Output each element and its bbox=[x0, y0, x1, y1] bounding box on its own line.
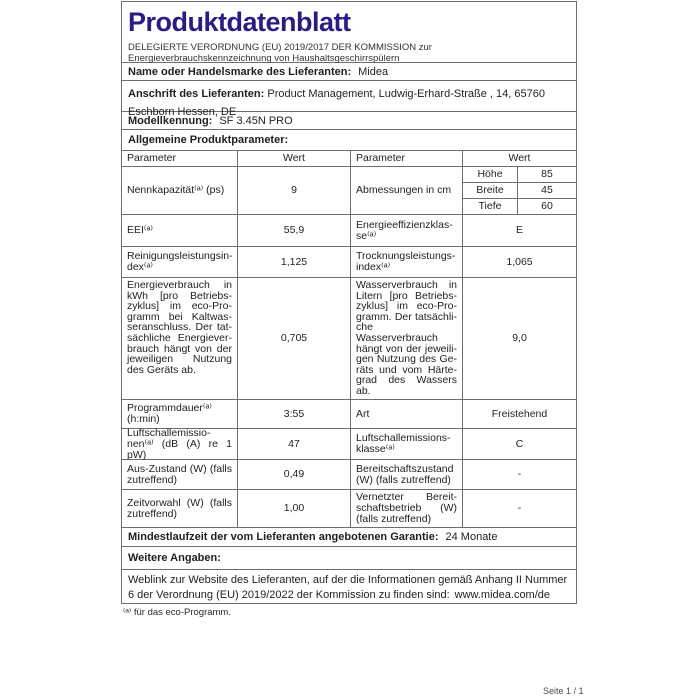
param-eei: EEI⁽ᵃ⁾ bbox=[127, 224, 153, 236]
dim-value-breite: 45 bbox=[517, 183, 576, 198]
value-aus-zustand: 0,49 bbox=[237, 460, 350, 489]
table-row-cleaning-drying-index: Reinigungsleistungsin­dex⁽ᵃ⁾ 1,125 Trock… bbox=[122, 247, 576, 278]
param-programmdauer: Programmdauer⁽ᵃ⁾ (h:min) bbox=[127, 402, 212, 425]
model-label: Modellkennung: bbox=[128, 114, 213, 127]
dimension-row-tiefe: Tiefe 60 bbox=[463, 199, 576, 214]
table-row-energy-water-consumption: Energieverbrauch in kWh [pro Betriebs­zy… bbox=[122, 278, 576, 400]
eco-program-footnote: ⁽ᵃ⁾ für das eco-Programm. bbox=[123, 607, 231, 618]
value-eei: 55,9 bbox=[237, 215, 350, 246]
param-reinigungsindex: Reinigungsleistungsin­dex⁽ᵃ⁾ bbox=[127, 250, 233, 273]
weblink-url: www.midea.com/de bbox=[454, 588, 551, 601]
param-trocknungsindex: Trocknungsleistungs­index⁽ᵃ⁾ bbox=[350, 247, 462, 277]
header-wert-2: Wert bbox=[462, 151, 576, 166]
model-row: Modellkennung: SF 3.45N PRO bbox=[122, 112, 576, 130]
value-energieverbrauch: 0,705 bbox=[237, 278, 350, 399]
more-info-heading: Weitere Angaben: bbox=[122, 547, 576, 570]
supplier-name-label: Name oder Handelsmarke des Lieferanten: bbox=[128, 65, 352, 78]
value-wasserverbrauch: 9,0 bbox=[462, 278, 576, 399]
param-art: Art bbox=[350, 400, 462, 428]
param-bereitschaftszustand: Bereitschaftszustand (W) (falls zutreffe… bbox=[350, 460, 462, 489]
value-trocknungsindex: 1,065 bbox=[462, 247, 576, 277]
general-params-heading: Allgemeine Produktparameter: bbox=[122, 130, 576, 151]
supplier-name-row: Name oder Handelsmarke des Lieferanten: … bbox=[122, 63, 576, 81]
table-header-row: Parameter Wert Parameter Wert bbox=[122, 151, 576, 167]
param-nennkapazitaet: Nennkapazität⁽ᵃ⁾ (ps) bbox=[127, 184, 225, 196]
value-luftschallklasse: C bbox=[462, 429, 576, 459]
value-zeitvorwahl: 1,00 bbox=[237, 490, 350, 527]
param-zeitvorwahl: Zeitvorwahl (W) (falls zutreffend) bbox=[127, 496, 232, 520]
supplier-address-row: Anschrift des Lieferanten: Product Manag… bbox=[122, 81, 576, 118]
param-abmessungen: Abmessungen in cm bbox=[350, 167, 462, 214]
weblink-text: Weblink zur Website des Lieferanten, auf… bbox=[128, 574, 568, 601]
dim-label-tiefe: Tiefe bbox=[478, 200, 502, 212]
value-bereitschaftszustand: - bbox=[462, 460, 576, 489]
param-luftschallklasse: Luftschallemissions­klasse⁽ᵃ⁾ bbox=[350, 429, 462, 459]
value-programmdauer: 3:55 bbox=[237, 400, 350, 428]
regulation-subtitle: DELEGIERTE VERORDNUNG (EU) 2019/2017 DER… bbox=[128, 42, 432, 64]
weblink-row: Weblink zur Website des Lieferanten, auf… bbox=[122, 570, 576, 603]
dim-label-hoehe: Höhe bbox=[477, 168, 503, 180]
param-luftschallemissionen: Luftschallemissio­nen⁽ᵃ⁾ (dB (A) re 1 pW… bbox=[127, 426, 232, 461]
warranty-row: Mindestlaufzeit der vom Lieferanten ange… bbox=[122, 528, 576, 547]
dimensions-subtable: Höhe 85 Breite 45 Tiefe 60 bbox=[462, 167, 576, 214]
value-energieeffizienzklasse: E bbox=[462, 215, 576, 246]
header-parameter-1: Parameter bbox=[127, 152, 177, 164]
model-value: SF 3.45N PRO bbox=[219, 114, 293, 127]
dimension-row-hoehe: Höhe 85 bbox=[463, 167, 576, 183]
param-energieverbrauch: Energieverbrauch in kWh [pro Betriebs­zy… bbox=[127, 279, 232, 376]
header-parameter-2: Parameter bbox=[350, 151, 462, 166]
warranty-label: Mindestlaufzeit der vom Lieferanten ange… bbox=[128, 531, 439, 543]
table-row-noise: Luftschallemissio­nen⁽ᵃ⁾ (dB (A) re 1 pW… bbox=[122, 426, 576, 461]
supplier-address-label: Anschrift des Lieferanten: bbox=[128, 88, 265, 100]
value-nennkapazitaet: 9 bbox=[237, 167, 350, 214]
page-title: Produktdatenblatt bbox=[128, 7, 351, 37]
supplier-address-value: Product Management, Ludwig-Erhard-Straße… bbox=[128, 88, 545, 118]
dim-value-hoehe: 85 bbox=[517, 167, 576, 182]
table-row-capacity-dimensions: Nennkapazität⁽ᵃ⁾ (ps) 9 Abmessungen in c… bbox=[122, 167, 576, 215]
table-row-eei-class: EEI⁽ᵃ⁾ 55,9 Energieeffizienzklas­se⁽ᵃ⁾ E bbox=[122, 215, 576, 247]
value-vernetzter-bereitschaftsbetrieb: - bbox=[462, 490, 576, 527]
param-wasserverbrauch: Wasserverbrauch in Li­tern [pro Betriebs… bbox=[350, 278, 462, 399]
table-row-delay-networked-standby: Zeitvorwahl (W) (falls zutreffend) 1,00 … bbox=[122, 490, 576, 528]
page-number: Seite 1 / 1 bbox=[543, 686, 584, 696]
value-art: Freistehend bbox=[462, 400, 576, 428]
table-row-duration-type: Programmdauer⁽ᵃ⁾ (h:min) 3:55 Art Freist… bbox=[122, 400, 576, 429]
dimension-row-breite: Breite 45 bbox=[463, 183, 576, 199]
dim-value-tiefe: 60 bbox=[517, 199, 576, 214]
supplier-name-value: Midea bbox=[358, 65, 389, 78]
value-reinigungsindex: 1,125 bbox=[237, 247, 350, 277]
param-energieeffizienzklasse: Energieeffizienzklas­se⁽ᵃ⁾ bbox=[350, 215, 462, 246]
param-aus-zustand: Aus-Zustand (W) (falls zutreffend) bbox=[127, 462, 232, 486]
dim-label-breite: Breite bbox=[476, 184, 504, 196]
warranty-value: 24 Monate bbox=[445, 531, 498, 543]
title-section: Produktdatenblatt DELEGIERTE VERORDNUNG … bbox=[122, 2, 576, 64]
param-vernetzter-bereitschaftsbetrieb: Vernetzter Bereit­schaftsbetrieb (W) (fa… bbox=[350, 490, 462, 527]
value-luftschallemissionen: 47 bbox=[237, 429, 350, 459]
header-wert-1: Wert bbox=[237, 151, 350, 166]
table-row-off-standby: Aus-Zustand (W) (falls zutreffend) 0,49 … bbox=[122, 460, 576, 490]
datasheet-document: Produktdatenblatt DELEGIERTE VERORDNUNG … bbox=[121, 1, 577, 604]
